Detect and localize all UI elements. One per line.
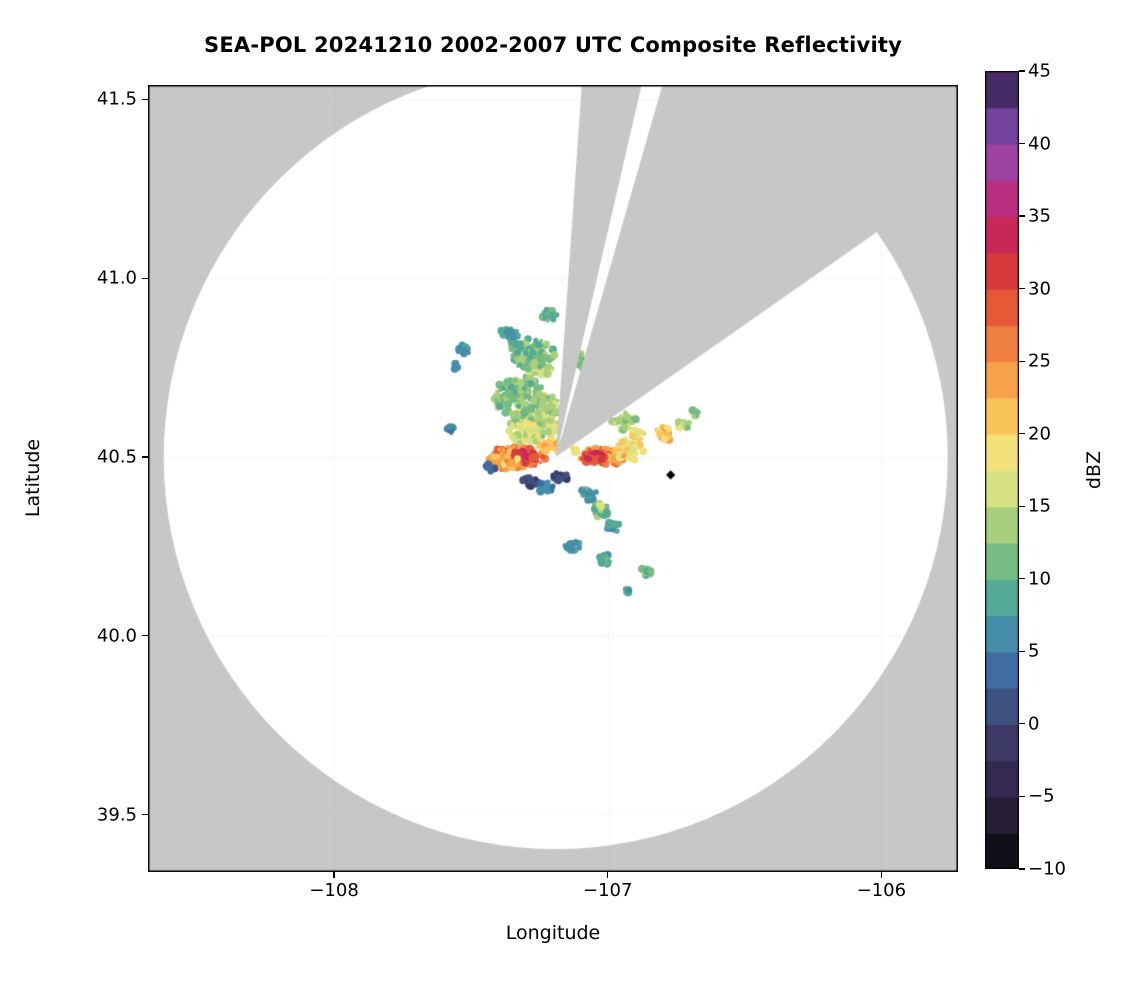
- colorbar-tick-label: 0: [1028, 713, 1040, 735]
- colorbar-tick-mark: [1019, 505, 1025, 507]
- x-tick-label: −108: [309, 880, 359, 901]
- y-tick-mark: [142, 277, 148, 279]
- colorbar-tick-label: 5: [1028, 640, 1040, 662]
- x-tick-mark: [880, 872, 882, 878]
- y-tick-mark: [142, 98, 148, 100]
- chart-title: SEA-POL 20241210 2002-2007 UTC Composite…: [204, 33, 902, 57]
- colorbar-tick-mark: [1019, 723, 1025, 725]
- x-tick-mark: [333, 872, 335, 878]
- colorbar-tick-mark: [1019, 360, 1025, 362]
- colorbar-tick-mark: [1019, 578, 1025, 580]
- colorbar-tick-mark: [1019, 795, 1025, 798]
- y-tick-label: 41.5: [96, 88, 137, 110]
- y-tick-label: 39.5: [96, 804, 137, 826]
- y-tick-label: 40.5: [96, 446, 137, 468]
- colorbar-tick-mark: [1019, 650, 1025, 652]
- colorbar-tick-mark: [1019, 433, 1025, 435]
- colorbar-tick-label: −5: [1028, 785, 1055, 807]
- colorbar-tick-label: 45: [1028, 60, 1051, 82]
- colorbar-canvas: [985, 71, 1019, 869]
- y-tick-label: 41.0: [96, 267, 137, 289]
- colorbar: [985, 71, 1019, 869]
- colorbar-tick-mark: [1019, 288, 1025, 290]
- x-axis-label: Longitude: [505, 922, 601, 944]
- colorbar-label: dBZ: [1083, 450, 1105, 490]
- plot-area: [148, 85, 958, 872]
- colorbar-tick-label: 20: [1028, 423, 1051, 445]
- x-tick-mark: [607, 872, 609, 878]
- colorbar-tick-label: 30: [1028, 278, 1051, 300]
- colorbar-tick-label: 40: [1028, 133, 1051, 155]
- y-tick-label: 40.0: [96, 625, 137, 647]
- colorbar-tick-mark: [1019, 215, 1025, 217]
- colorbar-tick-label: 35: [1028, 205, 1051, 227]
- y-axis-label: Latitude: [22, 438, 44, 518]
- x-tick-label: −106: [856, 880, 907, 901]
- colorbar-tick-mark: [1019, 70, 1025, 72]
- colorbar-tick-mark: [1019, 868, 1025, 870]
- colorbar-tick-label: 15: [1028, 495, 1051, 517]
- colorbar-tick-label: 10: [1028, 568, 1051, 590]
- x-tick-label: −107: [582, 880, 633, 901]
- y-tick-mark: [142, 814, 148, 816]
- y-tick-mark: [142, 456, 148, 458]
- colorbar-tick-label: 25: [1028, 350, 1051, 372]
- radar-reflectivity-canvas: [148, 85, 958, 872]
- y-tick-mark: [142, 635, 148, 637]
- colorbar-tick-mark: [1019, 142, 1025, 145]
- colorbar-tick-label: −10: [1028, 858, 1066, 880]
